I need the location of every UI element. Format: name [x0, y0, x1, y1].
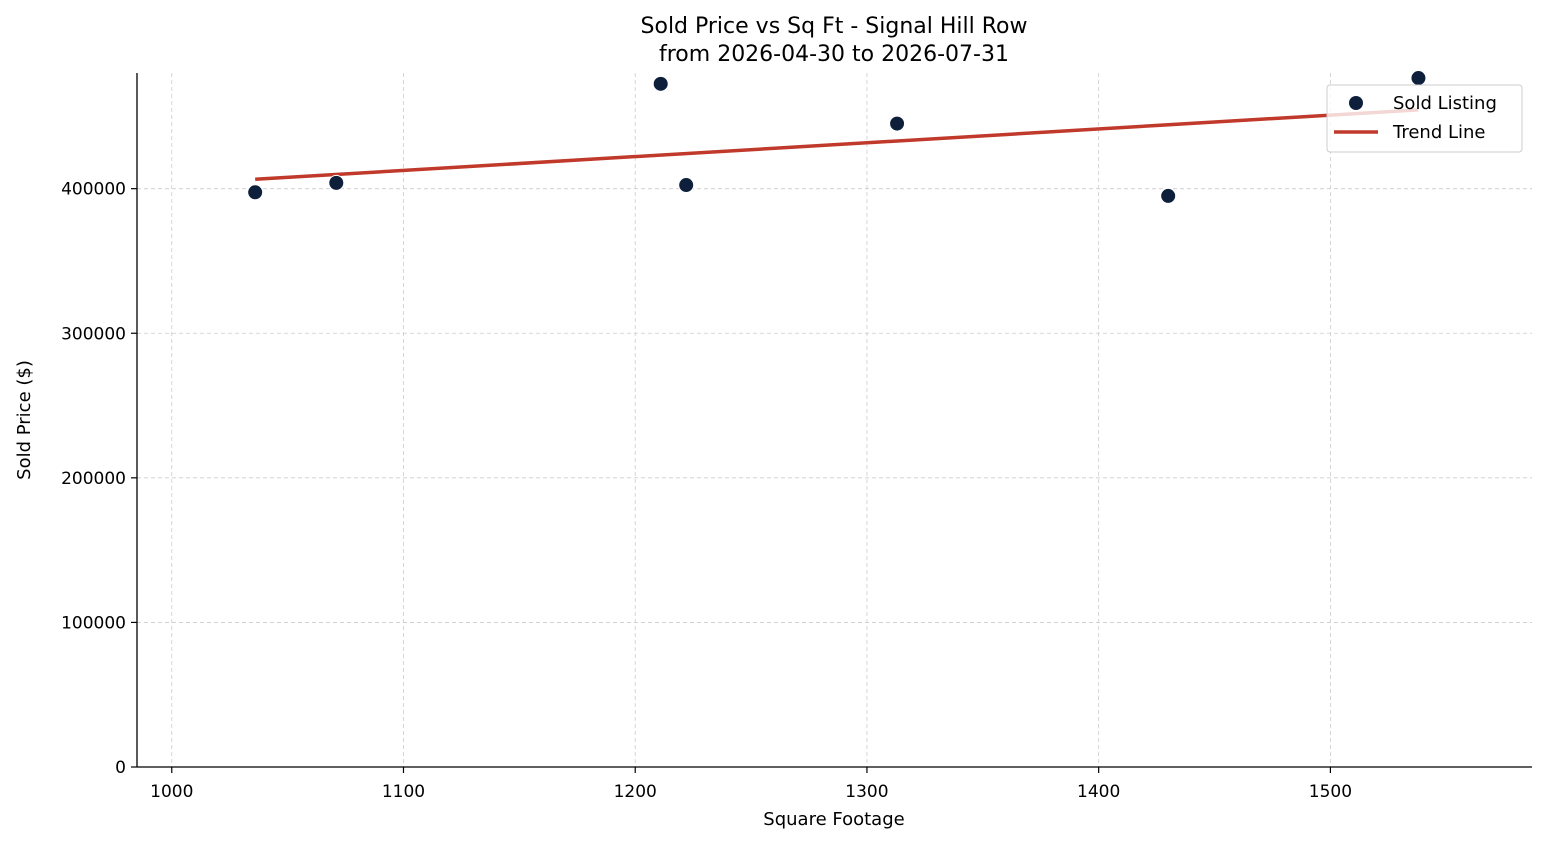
legend-label-trend-line: Trend Line	[1392, 122, 1486, 143]
y-tick-label: 100000	[61, 613, 126, 633]
data-point	[889, 115, 906, 132]
data-point	[247, 184, 264, 201]
x-tick-label: 1400	[1077, 782, 1120, 802]
y-tick-label: 400000	[61, 180, 126, 200]
x-tick-label: 1000	[150, 782, 193, 802]
x-axis-label: Square Footage	[763, 809, 904, 830]
legend: Sold Listing Trend Line	[1326, 84, 1523, 153]
chart-title: Sold Price vs Sq Ft - Signal Hill Row	[641, 14, 1028, 39]
legend-label-sold-listing: Sold Listing	[1393, 93, 1497, 114]
points-layer	[247, 70, 1427, 204]
grid	[137, 73, 1532, 767]
chart-subtitle: from 2026-04-30 to 2026-07-31	[659, 42, 1009, 67]
data-point	[678, 177, 695, 194]
x-tick-label: 1300	[845, 782, 888, 802]
legend-marker-sold-listing	[1349, 96, 1363, 110]
y-ticks: 0 100000 200000 300000 400000	[61, 180, 137, 778]
y-axis-label: Sold Price ($)	[14, 360, 35, 480]
legend-box	[1326, 84, 1523, 153]
x-tick-label: 1200	[614, 782, 657, 802]
trend-line	[255, 108, 1419, 182]
data-point	[328, 174, 345, 191]
x-ticks: 1000 1100 1200 1300 1400 1500	[150, 767, 1352, 802]
trend-layer	[255, 108, 1419, 182]
y-tick-label: 200000	[61, 469, 126, 489]
y-tick-label: 300000	[61, 324, 126, 344]
y-tick-label: 0	[115, 758, 126, 778]
x-tick-label: 1100	[382, 782, 425, 802]
data-point	[652, 75, 669, 92]
x-tick-label: 1500	[1309, 782, 1352, 802]
data-point	[1160, 187, 1177, 204]
data-point	[1410, 70, 1427, 87]
